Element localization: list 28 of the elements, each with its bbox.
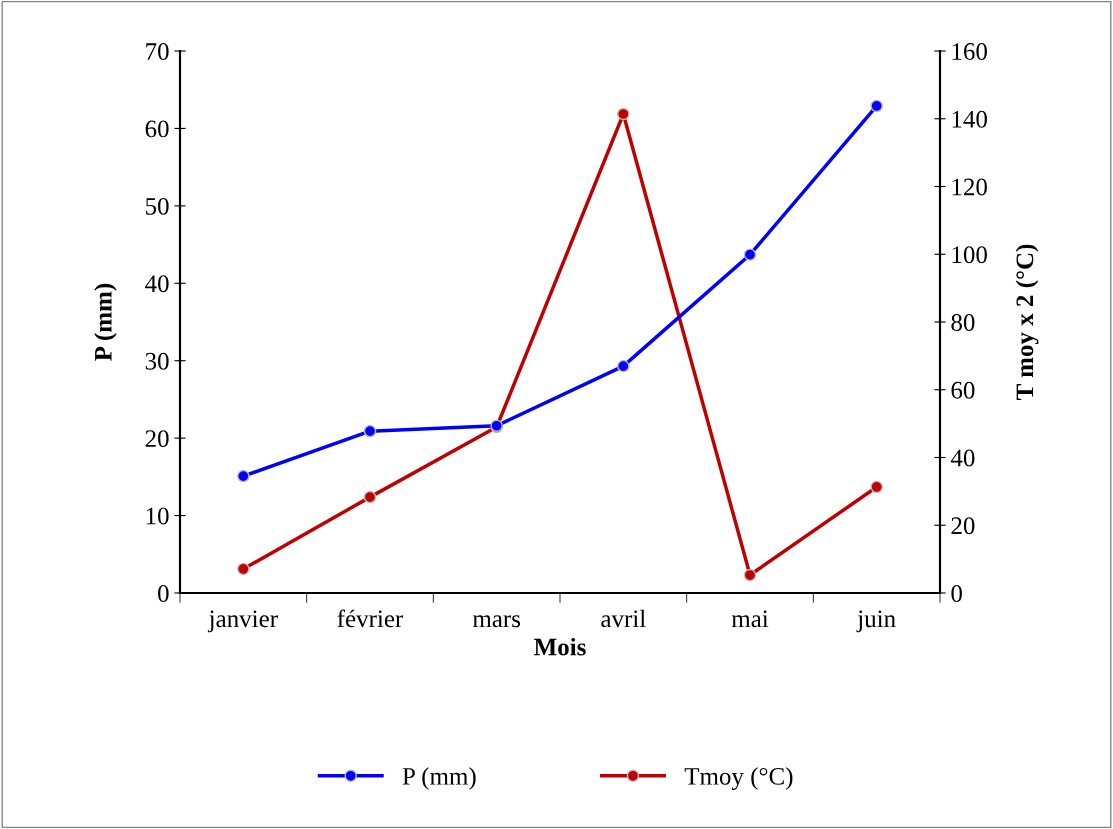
legend-label: P (mm) xyxy=(402,767,476,790)
x-tick-label: mai xyxy=(731,610,769,628)
y2-tick-label: 120 xyxy=(952,178,987,196)
y-tick-label: 40 xyxy=(145,275,169,293)
y-tick-label: 30 xyxy=(145,352,169,370)
x-axis-title: Mois xyxy=(534,637,586,656)
x-tick-label: février xyxy=(337,609,404,628)
x-tick-label: avril xyxy=(601,609,646,628)
y-tick-label: 10 xyxy=(146,507,169,525)
legend-label: Tmoy (°C) xyxy=(684,767,793,790)
y2-tick-label: 100 xyxy=(952,246,987,264)
y2-axis-title: T moy x 2 (°C) xyxy=(1015,244,1039,400)
x-tick-label: mars xyxy=(472,615,521,628)
y-tick-label: 0 xyxy=(158,585,169,602)
y2-tick-label: 40 xyxy=(950,449,975,467)
x-tick-label: juin xyxy=(856,610,896,633)
y2-tick-label: 0 xyxy=(951,585,962,602)
y-tick-label: 20 xyxy=(145,430,169,448)
y-tick-label: 60 xyxy=(145,120,169,138)
x-tick-label: janvier xyxy=(207,610,278,633)
y-tick-label: 50 xyxy=(146,197,169,215)
y2-tick-label: 60 xyxy=(951,381,975,399)
y-axis-title: P (mm) xyxy=(94,283,117,361)
y2-tick-label: 80 xyxy=(951,314,975,331)
y2-tick-label: 140 xyxy=(952,110,987,128)
y2-tick-label: 20 xyxy=(951,517,975,535)
y2-tick-label: 160 xyxy=(952,43,987,60)
y-tick-label: 70 xyxy=(146,43,169,60)
